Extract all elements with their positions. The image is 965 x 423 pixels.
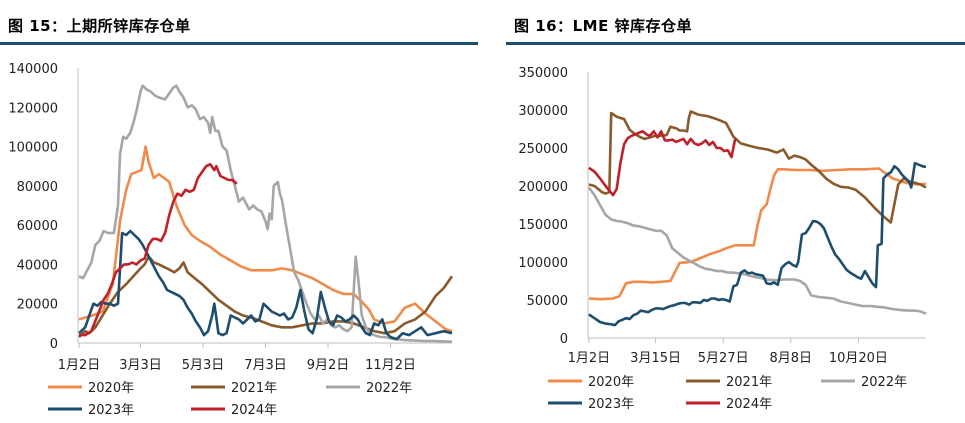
y-tick-label: 0 — [50, 337, 58, 352]
x-tick-label: 10月20日 — [829, 351, 888, 366]
y-tick-label: 140000 — [8, 62, 58, 77]
y-tick-label: 300000 — [518, 104, 568, 119]
x-tick-label: 1月2日 — [58, 358, 101, 373]
legend-label: 2020年 — [88, 381, 134, 396]
x-tick-label: 11月2日 — [365, 358, 416, 373]
series-line-2022年 — [587, 186, 927, 315]
series-line-2021年 — [78, 255, 454, 339]
chart-svg-lme: 0 50000 100000 150000 200000 250000 300000 3500… — [518, 66, 927, 412]
legend-label: 2020年 — [588, 375, 634, 390]
series-line-2020年 — [588, 167, 927, 301]
y-tick-label: 150000 — [518, 218, 568, 233]
y-tick-label: 250000 — [518, 142, 568, 157]
title-rule — [506, 42, 965, 45]
y-tick-label: 60000 — [17, 219, 58, 234]
legend-label: 2022年 — [366, 381, 412, 396]
x-tick-label: 5月27日 — [698, 351, 749, 366]
x-tick-label: 3月15日 — [630, 351, 681, 366]
chart-panel-lme: 图 16：LME 锌库存仓单 0 50000 100000 150000 200000 2… — [506, 0, 965, 423]
y-tick-label: 100000 — [8, 141, 58, 156]
chart-panel-shfe: 图 15：上期所锌库存仓单 0 20000 40000 60000 80000 10000… — [0, 0, 478, 423]
axes — [77, 68, 452, 344]
legend-label: 2024年 — [726, 397, 772, 412]
chart-svg-shfe: 0 20000 40000 60000 80000 100000 120000 140000 1… — [8, 62, 454, 418]
chart-title: 图 16：LME 锌库存仓单 — [514, 17, 693, 35]
legend: 2020年 2021年 2022年 2023年 2024年 — [548, 375, 907, 412]
x-tick-label: 1月2日 — [568, 351, 611, 366]
series-line-2024年 — [588, 130, 737, 197]
y-tick-label: 0 — [560, 332, 568, 347]
legend-label: 2023年 — [88, 403, 134, 418]
y-tick-label: 100000 — [518, 256, 568, 271]
legend-label: 2021年 — [726, 375, 772, 390]
y-tick-label: 350000 — [518, 66, 568, 81]
x-tick-label: 9月2日 — [307, 358, 350, 373]
x-tick-label: 7月3日 — [244, 358, 287, 373]
x-tick-label: 3月3日 — [119, 358, 162, 373]
legend: 2020年 2021年 2022年 2023年 2024年 — [48, 381, 412, 418]
x-tick-label: 5月3日 — [182, 358, 225, 373]
x-tick-label: 8月8日 — [770, 351, 813, 366]
y-tick-label: 200000 — [518, 180, 568, 195]
y-tick-label: 20000 — [17, 298, 58, 313]
series-line-2024年 — [79, 163, 238, 337]
y-tick-label: 50000 — [527, 294, 568, 309]
chart-title: 图 15：上期所锌库存仓单 — [8, 17, 191, 35]
series-line-2023年 — [78, 229, 453, 341]
series-line-2020年 — [78, 145, 453, 333]
y-tick-label: 120000 — [8, 101, 58, 116]
legend-label: 2023年 — [588, 397, 634, 412]
series-line-2023年 — [588, 161, 927, 327]
title-rule — [0, 42, 478, 45]
y-tick-label: 80000 — [17, 180, 58, 195]
axes — [587, 72, 926, 339]
series-line-2021年 — [588, 110, 927, 224]
legend-label: 2024年 — [231, 403, 277, 418]
legend-label: 2022年 — [861, 375, 907, 390]
legend-label: 2021年 — [231, 381, 277, 396]
series-line-2022年 — [78, 84, 453, 344]
y-tick-label: 40000 — [17, 258, 58, 273]
